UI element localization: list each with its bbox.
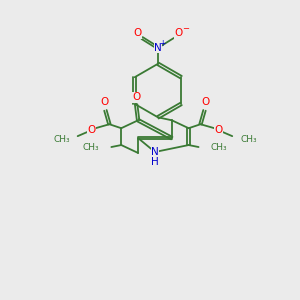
Text: O: O — [132, 92, 140, 103]
Text: CH₃: CH₃ — [210, 142, 227, 152]
Text: −: − — [182, 24, 189, 33]
Text: N: N — [154, 43, 162, 53]
Text: O: O — [87, 125, 96, 135]
Text: O: O — [100, 98, 109, 107]
Text: O: O — [201, 98, 210, 107]
Text: O: O — [133, 28, 141, 38]
Text: H: H — [151, 157, 159, 167]
Text: O: O — [175, 28, 183, 38]
Text: N: N — [151, 147, 159, 157]
Text: O: O — [214, 125, 223, 135]
Text: +: + — [160, 38, 166, 47]
Text: CH₃: CH₃ — [83, 142, 100, 152]
Text: CH₃: CH₃ — [53, 135, 70, 144]
Text: CH₃: CH₃ — [240, 135, 257, 144]
